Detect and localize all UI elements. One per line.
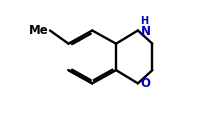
Text: O: O xyxy=(140,77,150,90)
Text: H: H xyxy=(140,16,148,26)
Text: N: N xyxy=(140,25,150,38)
Text: Me: Me xyxy=(29,24,48,37)
